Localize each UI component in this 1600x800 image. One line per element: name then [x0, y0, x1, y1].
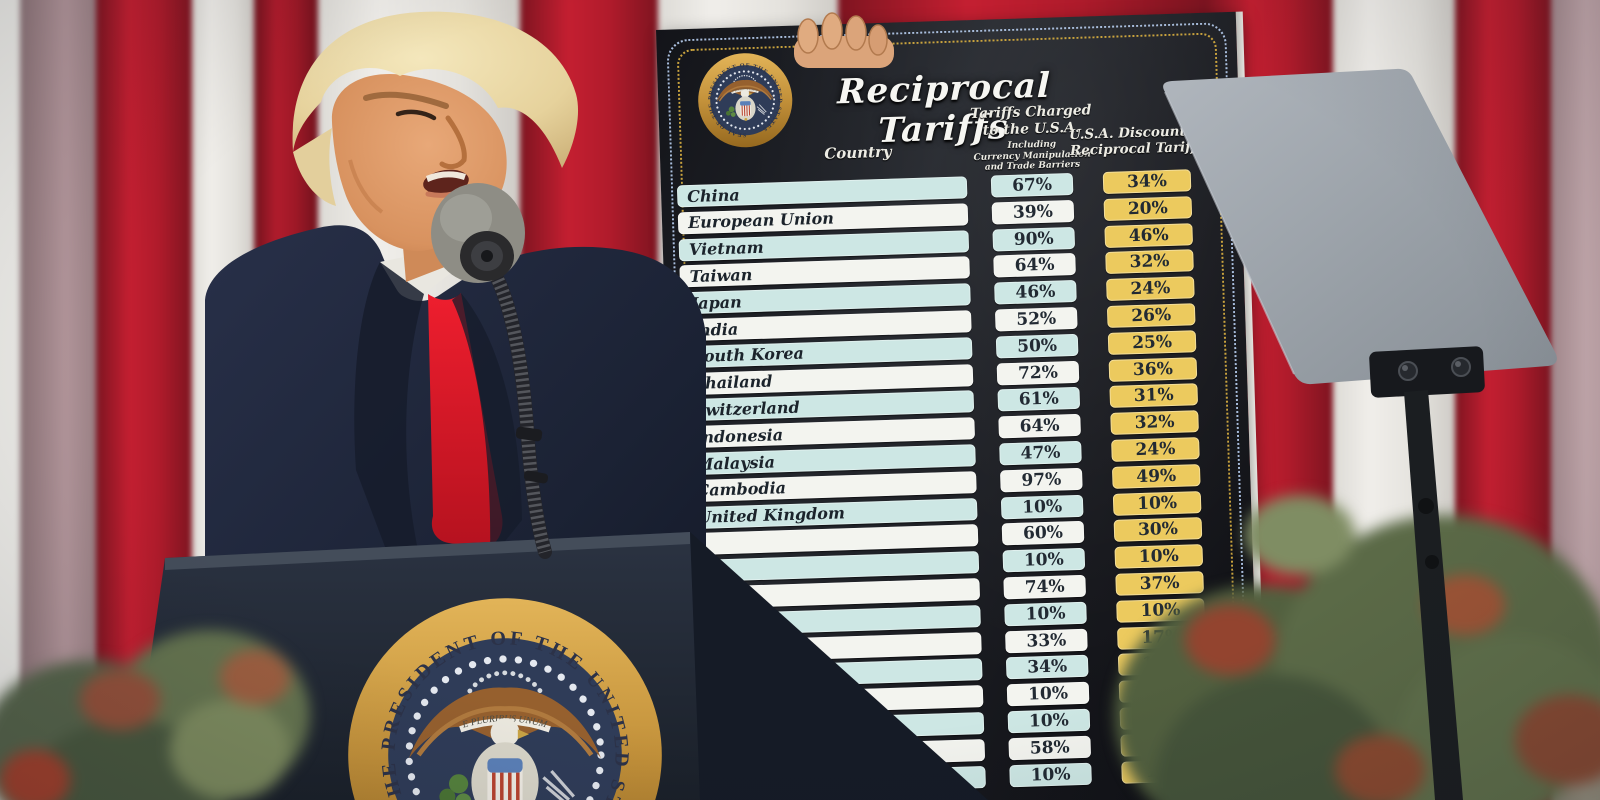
hand-on-board — [794, 12, 894, 68]
hair-side — [293, 128, 336, 206]
pole-clamp — [1425, 555, 1439, 569]
wall-left — [0, 0, 20, 800]
microphone — [431, 183, 552, 559]
hair — [292, 11, 579, 168]
teleprompter-pole — [1404, 390, 1463, 800]
eyebrow — [363, 91, 449, 109]
nose — [439, 115, 467, 170]
red-tie — [428, 293, 503, 549]
podium-top-rim — [165, 532, 690, 570]
eye — [395, 109, 437, 121]
coat-lapel — [354, 262, 424, 560]
pole-clamp — [1418, 498, 1434, 514]
teleprompter-glass — [1163, 68, 1557, 385]
bush-foliage — [0, 600, 390, 800]
teeth — [426, 171, 466, 182]
teleprompter-bracket — [1369, 346, 1485, 398]
cheek-line — [348, 159, 384, 214]
coat-lapel — [452, 293, 522, 560]
